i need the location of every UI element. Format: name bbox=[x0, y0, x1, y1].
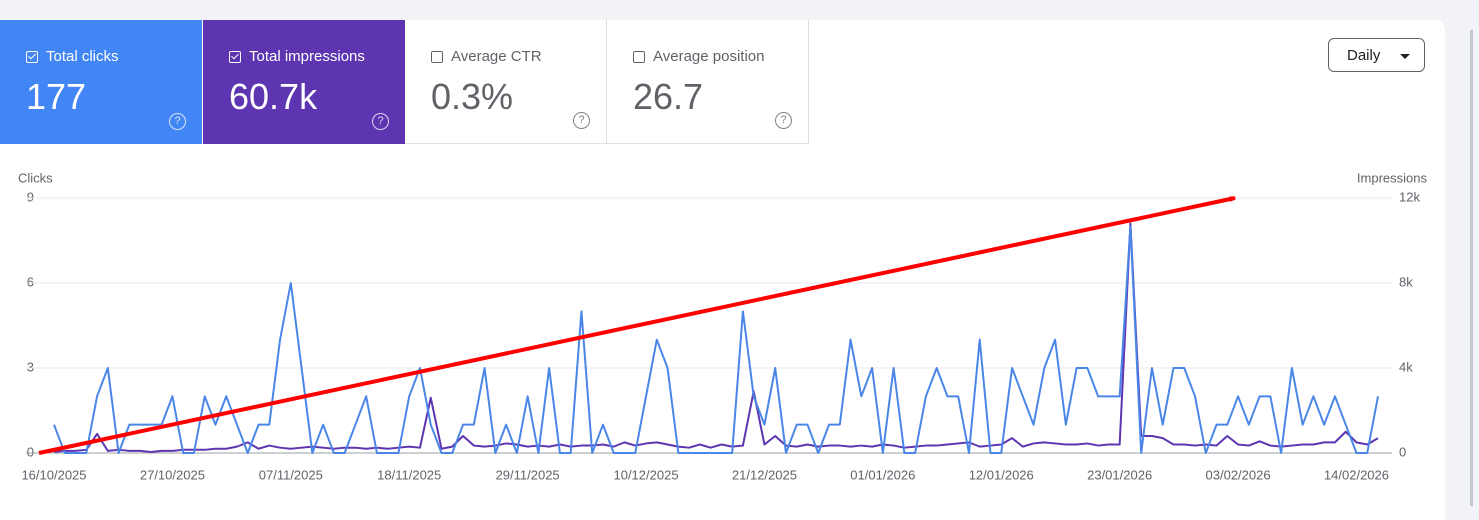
y2-tick-label: 0 bbox=[1399, 444, 1406, 459]
x-tick-label: 23/01/2026 bbox=[1087, 467, 1152, 482]
y2-axis-title: Impressions bbox=[1357, 170, 1428, 185]
metric-tile[interactable]: Average CTR 0.3%? bbox=[405, 20, 607, 144]
y-axis-title: Clicks bbox=[18, 170, 53, 185]
y-tick-label: 6 bbox=[27, 274, 34, 289]
period-dropdown[interactable]: Daily bbox=[1328, 38, 1425, 72]
x-tick-label: 16/10/2025 bbox=[21, 467, 86, 482]
help-icon[interactable]: ? bbox=[775, 112, 792, 129]
y-tick-label: 3 bbox=[27, 359, 34, 374]
scrollbar bbox=[1470, 30, 1473, 506]
x-tick-label: 01/01/2026 bbox=[850, 467, 915, 482]
metric-value: 26.7 bbox=[633, 76, 704, 117]
chart: Clicks Impressions 0 3 6 9 0 4k 8k 12k 16/10/202… bbox=[18, 170, 1428, 482]
metric-label: Average CTR bbox=[451, 48, 542, 65]
x-tick-label: 10/12/2025 bbox=[613, 467, 678, 482]
annotation-arrow bbox=[38, 196, 1237, 455]
x-tick-label: 07/11/2025 bbox=[259, 467, 323, 482]
help-icon[interactable]: ? bbox=[573, 112, 590, 129]
x-tick-label: 03/02/2026 bbox=[1206, 467, 1271, 482]
metric-value: 60.7k bbox=[229, 76, 318, 117]
y2-tick-label: 12k bbox=[1399, 189, 1420, 204]
metric-label: Average position bbox=[653, 48, 765, 65]
metric-value: 0.3% bbox=[431, 76, 514, 117]
y2-tick-label: 4k bbox=[1399, 359, 1413, 374]
x-tick-label: 21/12/2025 bbox=[732, 467, 797, 482]
metric-tile[interactable]: Average position 26.7? bbox=[607, 20, 809, 144]
metric-label: Total clicks bbox=[46, 48, 119, 65]
metric-value: 177 bbox=[26, 76, 87, 117]
metric-tile[interactable]: Total clicks 177? bbox=[0, 20, 202, 144]
x-tick-label: 27/10/2025 bbox=[140, 467, 205, 482]
y2-tick-label: 8k bbox=[1399, 274, 1413, 289]
metric-tile[interactable]: Total impressions 60.7k? bbox=[203, 20, 405, 144]
x-tick-label: 14/02/2026 bbox=[1324, 467, 1389, 482]
page: {"metrics": [ {"label": "Total clicks", … bbox=[0, 0, 1479, 506]
metric-label: Total impressions bbox=[249, 48, 365, 65]
help-icon[interactable]: ? bbox=[372, 113, 389, 130]
series-line bbox=[53, 225, 1379, 454]
series-line bbox=[53, 222, 1379, 453]
y-tick-label: 9 bbox=[27, 189, 34, 204]
dropdown-label: Daily bbox=[1347, 46, 1381, 64]
x-tick-label: 29/11/2025 bbox=[496, 467, 560, 482]
x-tick-label: 12/01/2026 bbox=[969, 467, 1034, 482]
help-icon[interactable]: ? bbox=[169, 113, 186, 130]
y-tick-label: 0 bbox=[27, 444, 34, 459]
x-tick-label: 18/11/2025 bbox=[377, 467, 441, 482]
